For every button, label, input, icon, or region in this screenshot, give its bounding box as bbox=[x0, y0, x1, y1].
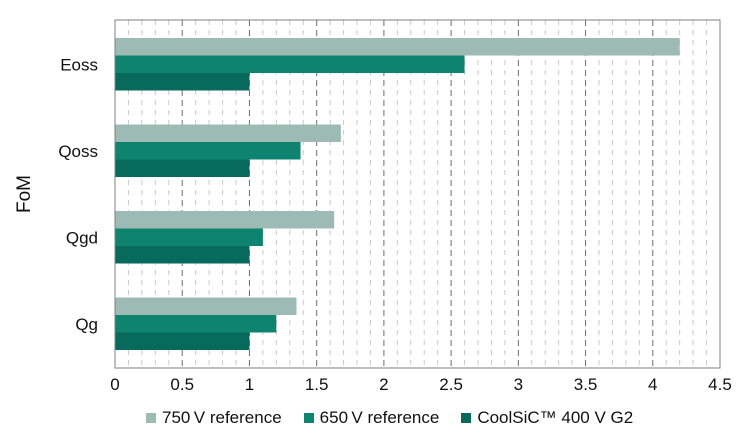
plot-area-border bbox=[114, 19, 721, 369]
category-label-qoss: Qoss bbox=[58, 142, 98, 161]
x-tick-label: 0 bbox=[110, 375, 119, 394]
bar-qg-series-2 bbox=[115, 315, 277, 333]
x-tick-label: 0.5 bbox=[170, 375, 194, 394]
bar-eoss-series-2 bbox=[115, 55, 465, 73]
legend-label-650v: 650 V reference bbox=[319, 408, 440, 427]
x-tick-label: 4 bbox=[648, 375, 657, 394]
x-tick-label: 3 bbox=[514, 375, 523, 394]
bar-eoss-series-1 bbox=[115, 38, 680, 56]
bar-qgd-series-2 bbox=[115, 228, 263, 246]
bar-qoss-series-2 bbox=[115, 142, 301, 160]
legend-swatch-coolsic bbox=[461, 413, 472, 423]
x-tick-label: 1.5 bbox=[305, 375, 329, 394]
bar-qoss-series-1 bbox=[115, 124, 341, 142]
category-label-qg: Qg bbox=[75, 315, 98, 334]
bar-qoss-series-3 bbox=[115, 159, 250, 177]
bar-qg-series-3 bbox=[115, 332, 250, 350]
bar-qgd-series-1 bbox=[115, 211, 335, 229]
category-labels: Eoss Qoss Qgd Qg bbox=[58, 55, 98, 334]
legend-swatch-650v bbox=[303, 413, 314, 423]
x-tick-label: 4.5 bbox=[708, 375, 732, 394]
legend-label-coolsic: CoolSiC™ 400 V G2 bbox=[477, 408, 634, 427]
category-label-eoss: Eoss bbox=[60, 55, 98, 74]
x-tick-label: 2.5 bbox=[439, 375, 463, 394]
bar-qgd-series-3 bbox=[115, 246, 250, 264]
bars bbox=[115, 38, 680, 350]
legend-swatch-750v bbox=[146, 413, 156, 423]
x-tick-label: 1 bbox=[245, 375, 254, 394]
x-tick-label: 3.5 bbox=[574, 375, 598, 394]
y-axis-label: FoM bbox=[14, 175, 35, 213]
x-tick-label: 2 bbox=[379, 375, 388, 394]
category-label-qgd: Qgd bbox=[66, 228, 98, 247]
legend-item-650v: 650 V reference bbox=[303, 408, 440, 428]
legend-item-coolsic: CoolSiC™ 400 V G2 bbox=[461, 408, 633, 428]
bar-eoss-series-3 bbox=[115, 73, 250, 91]
legend: 750 V reference 650 V reference CoolSiC™… bbox=[146, 408, 655, 428]
legend-label-750v: 750 V reference bbox=[162, 408, 282, 427]
legend-item-750v: 750 V reference bbox=[146, 408, 282, 428]
bar-qg-series-1 bbox=[115, 297, 297, 315]
x-tick-labels: 0 0.5 1 1.5 2 2.5 3 3.5 4 4.5 bbox=[110, 375, 732, 394]
